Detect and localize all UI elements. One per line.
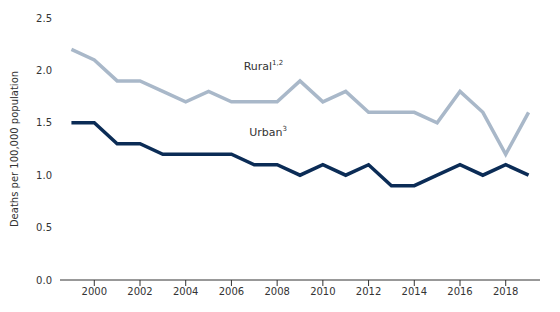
svg-text:0.0: 0.0 (36, 275, 52, 286)
svg-text:0.5: 0.5 (36, 222, 52, 233)
svg-text:2012: 2012 (356, 286, 381, 297)
svg-text:2016: 2016 (447, 286, 472, 297)
svg-text:Rural1,2: Rural1,2 (244, 59, 284, 73)
svg-text:2018: 2018 (493, 286, 518, 297)
svg-text:2014: 2014 (402, 286, 427, 297)
svg-text:1.0: 1.0 (36, 170, 52, 181)
svg-text:2000: 2000 (82, 286, 107, 297)
svg-text:2004: 2004 (173, 286, 198, 297)
svg-text:Urban3: Urban3 (249, 125, 287, 139)
svg-text:2010: 2010 (310, 286, 335, 297)
svg-text:2008: 2008 (264, 286, 289, 297)
svg-text:Deaths per 100,000 population: Deaths per 100,000 population (9, 71, 20, 227)
svg-text:2.0: 2.0 (36, 65, 52, 76)
svg-text:2002: 2002 (127, 286, 152, 297)
svg-text:1.5: 1.5 (36, 117, 52, 128)
svg-text:2006: 2006 (219, 286, 244, 297)
svg-text:2.5: 2.5 (36, 13, 52, 24)
